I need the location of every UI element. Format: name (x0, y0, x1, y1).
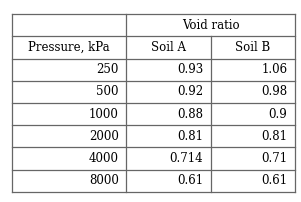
Text: 8000: 8000 (89, 174, 119, 187)
Text: 1.06: 1.06 (261, 63, 287, 76)
Text: 0.88: 0.88 (177, 108, 203, 121)
Text: Soil B: Soil B (235, 41, 271, 54)
Text: 0.61: 0.61 (261, 174, 287, 187)
Text: 0.71: 0.71 (261, 152, 287, 165)
Text: 500: 500 (96, 85, 119, 98)
Text: Soil A: Soil A (151, 41, 186, 54)
Text: 0.92: 0.92 (177, 85, 203, 98)
Text: 0.714: 0.714 (169, 152, 203, 165)
Text: Void ratio: Void ratio (182, 19, 240, 32)
Text: 250: 250 (97, 63, 119, 76)
Text: Pressure, kPa: Pressure, kPa (28, 41, 110, 54)
Text: 0.93: 0.93 (177, 63, 203, 76)
Text: 0.98: 0.98 (261, 85, 287, 98)
Text: 0.61: 0.61 (177, 174, 203, 187)
Text: 0.9: 0.9 (269, 108, 287, 121)
Text: 4000: 4000 (89, 152, 119, 165)
Text: 0.81: 0.81 (177, 130, 203, 143)
Text: 1000: 1000 (89, 108, 119, 121)
Text: 2000: 2000 (89, 130, 119, 143)
Text: 0.81: 0.81 (262, 130, 287, 143)
